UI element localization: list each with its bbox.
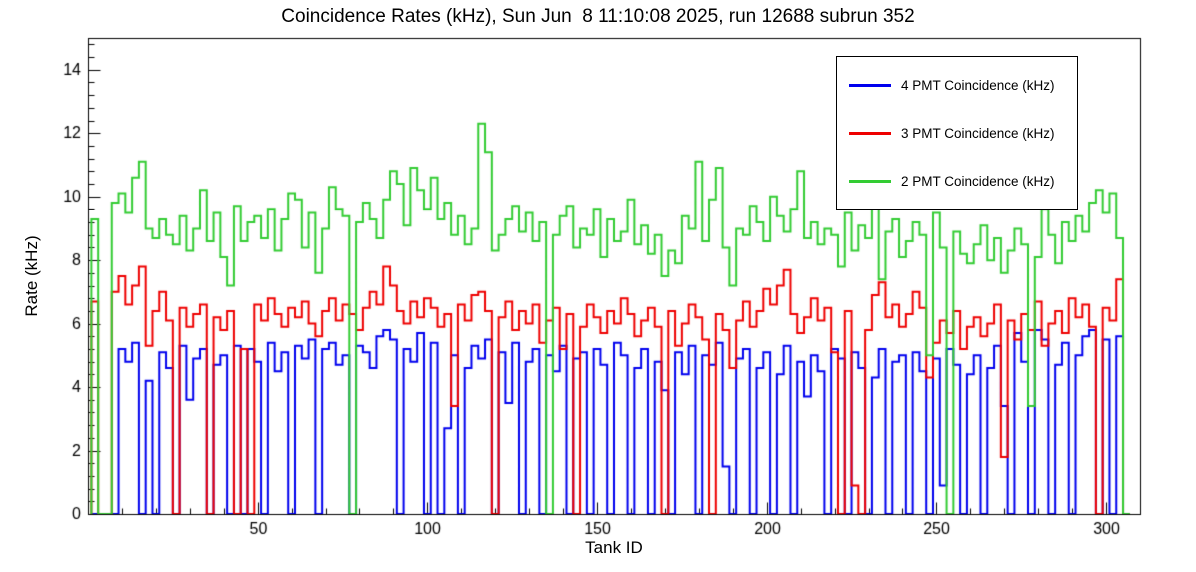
legend-line-swatch-2pmt xyxy=(849,179,891,183)
legend-label-4pmt: 4 PMT Coincidence (kHz) xyxy=(901,77,1055,93)
legend-entry-2pmt: 2 PMT Coincidence (kHz) xyxy=(837,174,1077,189)
x-axis-label: Tank ID xyxy=(585,538,643,557)
legend-line-swatch-3pmt xyxy=(849,131,891,135)
y-axis-label: Rate (kHz) xyxy=(22,235,41,317)
legend-entry-4pmt: 4 PMT Coincidence (kHz) xyxy=(837,78,1077,93)
legend: 4 PMT Coincidence (kHz) 3 PMT Coincidenc… xyxy=(836,56,1078,210)
legend-label-3pmt: 3 PMT Coincidence (kHz) xyxy=(901,125,1055,141)
legend-entry-3pmt: 3 PMT Coincidence (kHz) xyxy=(837,126,1077,141)
legend-line-swatch-4pmt xyxy=(849,83,891,87)
chart-title: Coincidence Rates (kHz), Sun Jun 8 11:10… xyxy=(281,6,915,27)
legend-label-2pmt: 2 PMT Coincidence (kHz) xyxy=(901,173,1055,189)
